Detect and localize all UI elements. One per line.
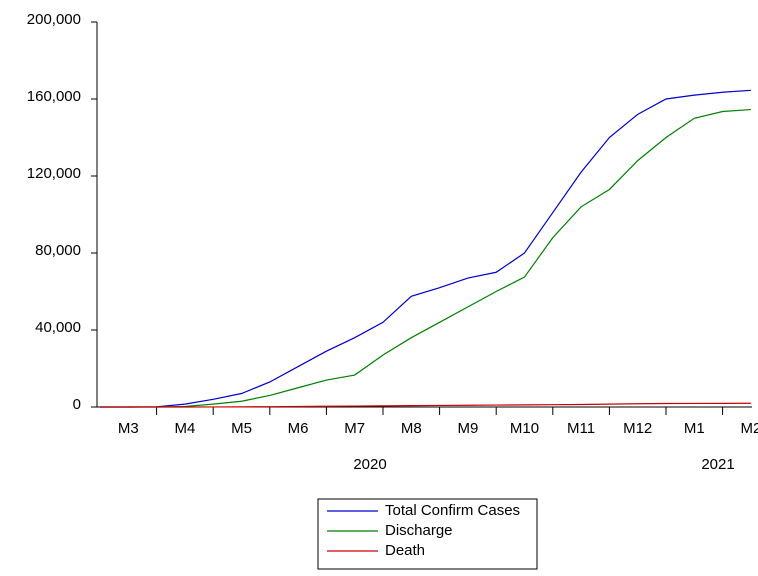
y-tick-label: 40,000 bbox=[35, 319, 81, 336]
x-tick-label: M6 bbox=[288, 420, 309, 437]
legend-label: Death bbox=[385, 542, 425, 559]
x-tick-label: M1 bbox=[684, 420, 705, 437]
y-tick-label: 160,000 bbox=[27, 88, 81, 105]
y-tick-label: 0 bbox=[73, 396, 81, 413]
series-line bbox=[100, 402, 751, 408]
x-tick-label: M4 bbox=[174, 420, 195, 437]
y-tick-label: 200,000 bbox=[27, 11, 81, 28]
year-label: 2020 bbox=[353, 456, 386, 473]
x-tick-label: M10 bbox=[510, 420, 539, 437]
x-tick-label: M8 bbox=[401, 420, 422, 437]
x-tick-label: M9 bbox=[457, 420, 478, 437]
x-tick-label: M3 bbox=[118, 420, 139, 437]
x-tick-label: M7 bbox=[344, 420, 365, 437]
x-tick-label: M2 bbox=[740, 420, 758, 437]
legend-label: Total Confirm Cases bbox=[385, 502, 520, 519]
x-tick-label: M11 bbox=[567, 420, 595, 437]
x-tick-label: M12 bbox=[623, 420, 652, 437]
x-tick-label: M5 bbox=[231, 420, 252, 437]
year-label: 2021 bbox=[701, 456, 734, 473]
y-tick-label: 120,000 bbox=[27, 165, 81, 182]
legend-label: Discharge bbox=[385, 522, 453, 539]
series-line bbox=[100, 108, 751, 408]
y-tick-label: 80,000 bbox=[35, 242, 81, 259]
series-line bbox=[100, 89, 751, 408]
